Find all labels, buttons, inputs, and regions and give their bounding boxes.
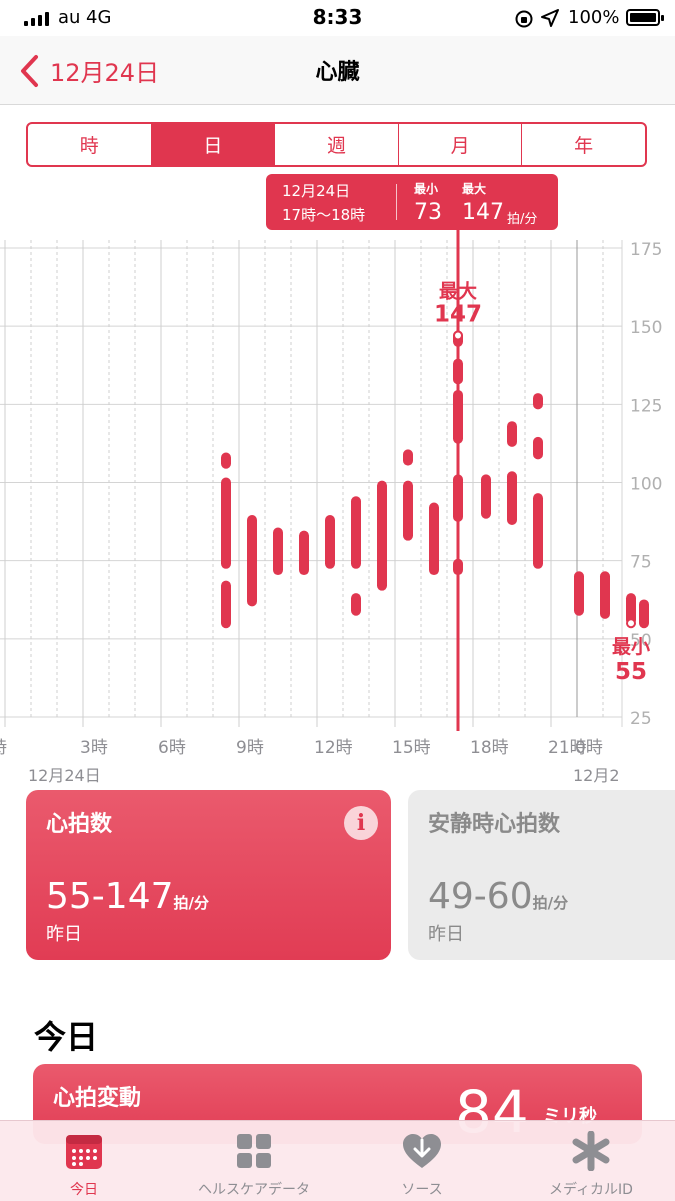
y-tick-label: 50 — [630, 631, 652, 651]
tab-bar: 今日 ヘルスケアデータ ソース メディカルID — [0, 1120, 675, 1201]
card-unit: 拍/分 — [173, 894, 209, 912]
min-annotation-label: 最小 — [612, 636, 650, 658]
heart-rate-range: 55-147 — [46, 876, 174, 917]
card-title: 安静時心拍数 — [428, 812, 561, 837]
clock: 8:33 — [312, 5, 363, 29]
card-subtitle: 昨日 — [428, 924, 464, 945]
callout-max-label: 最大 — [462, 182, 487, 196]
segment-day[interactable]: 日 — [151, 124, 276, 165]
callout-max-value: 147 — [462, 200, 504, 225]
card-value: 55-147拍/分 — [46, 876, 209, 917]
asterisk-icon — [572, 1131, 610, 1171]
today-heading: 今日 — [34, 1018, 99, 1056]
tab-label: ヘルスケアデータ — [198, 1182, 310, 1198]
battery-percent: 100% — [568, 7, 620, 28]
callout-min-label: 最小 — [414, 182, 439, 196]
resting-heart-rate-card[interactable]: 安静時心拍数 49-60拍/分 昨日 — [408, 790, 675, 960]
x-tick-label: 6時 — [158, 738, 186, 758]
callout-date: 12月24日 — [282, 182, 351, 200]
x-tick-label: 21時 — [548, 738, 587, 758]
segment-hour[interactable]: 時 — [28, 124, 152, 165]
card-value: 49-60拍/分 — [428, 876, 568, 917]
y-tick-label: 150 — [630, 318, 662, 338]
y-tick-label: 75 — [630, 553, 652, 573]
location-icon — [541, 9, 559, 27]
y-tick-label: 100 — [630, 475, 662, 495]
max-annotation-label: 最大 — [439, 280, 477, 303]
resting-range: 49-60 — [428, 876, 533, 917]
y-tick-label: 175 — [630, 240, 662, 260]
x-tick-label: 15時 — [392, 738, 431, 758]
tab-sources[interactable]: ソース — [338, 1121, 506, 1201]
network-label: 4G — [86, 7, 112, 28]
min-marker — [626, 618, 636, 629]
y-tick-label: 25 — [630, 709, 652, 729]
segment-month[interactable]: 月 — [399, 124, 523, 165]
status-bar: au 4G 8:33 100% — [0, 0, 675, 36]
time-range-segmented-control: 時 日 週 月 年 — [26, 122, 647, 167]
heart-rate-card[interactable]: 心拍数 i 55-147拍/分 昨日 — [26, 790, 391, 960]
callout-min-value: 73 — [414, 200, 442, 225]
navigation-bar: 12月24日 心臓 — [0, 36, 675, 105]
card-subtitle: 昨日 — [46, 924, 82, 945]
segment-year[interactable]: 年 — [574, 135, 594, 157]
x-tick-label: 3時 — [80, 738, 108, 758]
signal-icon — [24, 12, 52, 26]
heart-download-icon — [403, 1134, 441, 1168]
callout-divider — [396, 184, 397, 220]
tab-label: メディカルID — [549, 1182, 633, 1198]
grid-icon — [237, 1134, 271, 1168]
x-tick-label: 9時 — [236, 738, 264, 758]
today-icon — [66, 1135, 102, 1169]
selection-callout: 12月24日 17時〜18時 最小 73 最大 147 拍/分 — [266, 174, 558, 230]
callout-unit: 拍/分 — [507, 212, 538, 227]
x-tick-label: 時 — [0, 738, 7, 758]
rotation-lock-icon — [515, 10, 533, 28]
card-title: 心拍変動 — [53, 1086, 142, 1111]
chart-end-date: 12月2 — [573, 766, 620, 785]
x-tick-label: 18時 — [470, 738, 509, 758]
max-annotation-value: 147 — [434, 302, 482, 328]
tab-label: 今日 — [70, 1182, 98, 1198]
tab-today[interactable]: 今日 — [0, 1121, 168, 1201]
back-button[interactable]: 12月24日 — [50, 59, 160, 87]
chevron-left-icon[interactable] — [18, 54, 40, 88]
y-tick-label: 125 — [630, 396, 662, 416]
info-icon[interactable]: i — [344, 806, 378, 840]
page-title: 心臓 — [315, 60, 360, 85]
tab-health-data[interactable]: ヘルスケアデータ — [170, 1121, 338, 1201]
carrier-label: au — [58, 7, 81, 28]
card-title: 心拍数 — [46, 812, 113, 837]
x-tick-label: 12時 — [314, 738, 353, 758]
tab-label: ソース — [401, 1182, 443, 1198]
chart-start-date: 12月24日 — [28, 766, 101, 785]
x-tick-label: 0時 — [575, 738, 603, 758]
max-marker — [453, 330, 463, 341]
card-unit: 拍/分 — [532, 894, 569, 912]
battery-icon — [626, 9, 664, 26]
segment-week[interactable]: 週 — [275, 124, 399, 165]
callout-hour-range: 17時〜18時 — [282, 206, 366, 224]
min-annotation-value: 55 — [615, 659, 647, 685]
tab-medical-id[interactable]: メディカルID — [507, 1121, 675, 1201]
